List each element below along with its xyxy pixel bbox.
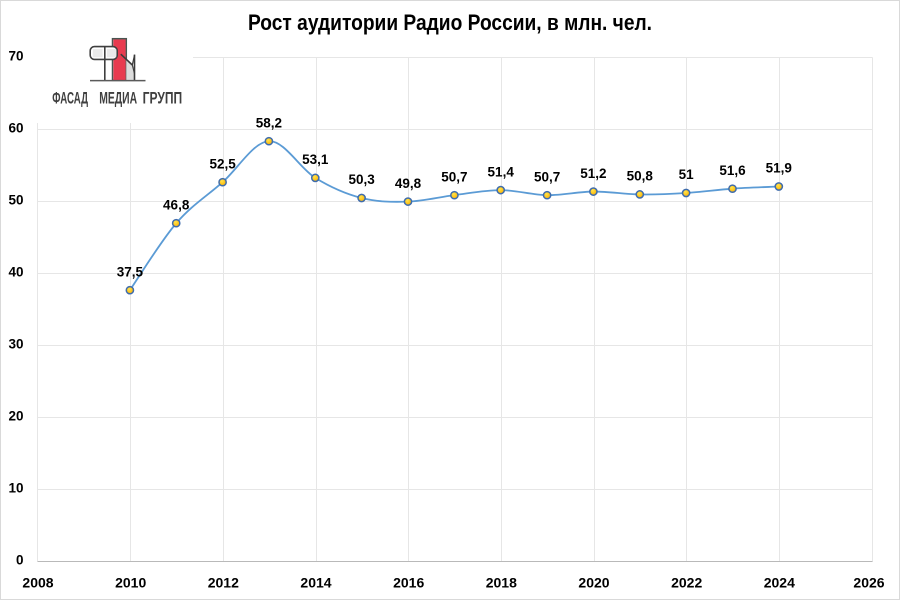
svg-text:МЕДИА: МЕДИА (99, 88, 137, 107)
svg-text:2008: 2008 (22, 575, 53, 591)
svg-text:60: 60 (8, 121, 23, 136)
svg-text:51: 51 (679, 167, 695, 182)
svg-text:2018: 2018 (486, 575, 517, 591)
svg-text:50,7: 50,7 (534, 169, 560, 184)
svg-text:50,8: 50,8 (627, 169, 654, 184)
svg-text:30: 30 (8, 337, 23, 352)
svg-text:52,5: 52,5 (209, 156, 236, 171)
svg-text:2010: 2010 (115, 575, 146, 591)
svg-text:ГРУПП: ГРУПП (143, 89, 183, 107)
svg-text:50: 50 (8, 193, 23, 208)
svg-text:51,2: 51,2 (580, 166, 606, 181)
svg-text:2020: 2020 (578, 575, 609, 591)
svg-text:49,8: 49,8 (395, 176, 422, 191)
svg-text:50,7: 50,7 (441, 169, 467, 184)
svg-text:50,3: 50,3 (348, 172, 375, 187)
svg-text:2016: 2016 (393, 575, 424, 591)
svg-text:53,1: 53,1 (302, 152, 329, 167)
svg-text:40: 40 (8, 265, 23, 280)
svg-text:2024: 2024 (764, 575, 795, 591)
svg-text:58,2: 58,2 (256, 115, 282, 130)
svg-text:2022: 2022 (671, 575, 702, 591)
svg-text:20: 20 (8, 409, 23, 424)
svg-text:10: 10 (8, 481, 23, 496)
svg-text:37,5: 37,5 (117, 264, 144, 279)
svg-text:2014: 2014 (300, 575, 331, 591)
svg-text:70: 70 (8, 49, 23, 64)
svg-text:51,6: 51,6 (719, 163, 746, 178)
svg-text:46,8: 46,8 (163, 197, 190, 212)
svg-text:ФАСАД: ФАСАД (52, 87, 88, 107)
svg-text:51,9: 51,9 (766, 161, 792, 176)
svg-text:51,4: 51,4 (488, 164, 515, 179)
svg-text:0: 0 (16, 553, 24, 568)
svg-text:2012: 2012 (208, 575, 239, 591)
svg-text:Рост аудитории Радио России, в: Рост аудитории Радио России, в млн. чел. (248, 10, 652, 35)
svg-text:2026: 2026 (853, 575, 884, 591)
